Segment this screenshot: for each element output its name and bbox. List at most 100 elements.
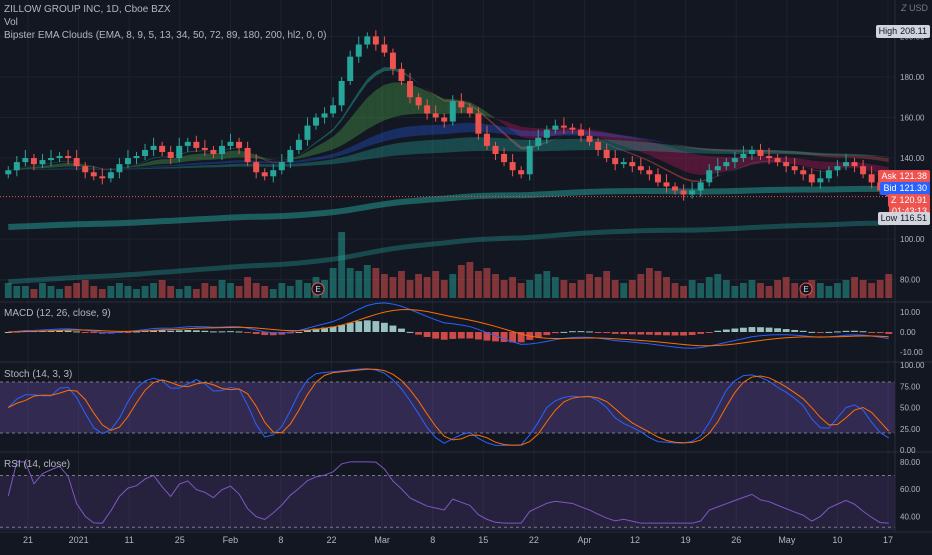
ema-cloud-3-seg-72 xyxy=(615,140,624,150)
candle-body-76 xyxy=(655,174,661,182)
macd-hist-44 xyxy=(381,323,388,332)
time-tick-7: Mar xyxy=(374,535,390,545)
candle-body-10 xyxy=(91,172,97,176)
ema-clouds-legend[interactable]: Bipster EMA Clouds (EMA, 8, 9, 5, 13, 34… xyxy=(4,30,326,41)
candle-body-32 xyxy=(279,162,285,170)
macd-legend[interactable]: MACD (12, 26, close, 9) xyxy=(4,308,111,319)
stoch-tick-3: 25.00 xyxy=(900,425,921,434)
ema-cloud-2-seg-50 xyxy=(427,125,436,135)
volume-legend[interactable]: Vol xyxy=(4,17,18,28)
candle-body-22 xyxy=(193,142,199,148)
candle-body-9 xyxy=(82,166,88,172)
volume-bar-57 xyxy=(492,274,499,298)
ema-cloud-3-seg-82 xyxy=(701,148,710,153)
candle-body-30 xyxy=(262,172,268,176)
earnings-marker-1[interactable]: E xyxy=(312,283,324,295)
candle-body-96 xyxy=(826,170,832,178)
earnings-marker-2[interactable]: E xyxy=(800,283,812,295)
candle-body-82 xyxy=(706,170,712,182)
ema-cloud-3-seg-28 xyxy=(239,164,248,167)
ema-cloud-3-seg-66 xyxy=(564,139,573,151)
volume-bar-49 xyxy=(424,277,431,298)
high-badge-value: 208.11 xyxy=(900,26,927,36)
time-tick-14: 26 xyxy=(731,535,741,545)
macd-hist-95 xyxy=(817,332,824,333)
stoch-tick-2: 50.00 xyxy=(900,404,921,413)
macd-hist-48 xyxy=(415,332,422,335)
macd-hist-70 xyxy=(603,332,610,333)
volume-bar-79 xyxy=(680,286,687,298)
ema-cloud-3-seg-8 xyxy=(68,169,77,170)
candle-body-53 xyxy=(458,101,464,107)
volume-bar-0 xyxy=(5,283,12,298)
volume-bar-53 xyxy=(458,265,465,298)
candle-body-80 xyxy=(689,191,695,195)
macd-hist-94 xyxy=(808,332,815,333)
candle-body-24 xyxy=(210,150,216,154)
volume-bar-74 xyxy=(637,274,644,298)
volume-bar-60 xyxy=(518,283,525,298)
rsi-legend[interactable]: RSI (14, close) xyxy=(4,459,70,470)
volume-bar-91 xyxy=(783,277,790,298)
macd-hist-92 xyxy=(791,330,798,332)
macd-hist-22 xyxy=(193,330,200,332)
ema-cloud-1-seg-22 xyxy=(188,154,197,161)
ema-cloud-3-seg-27 xyxy=(231,164,240,167)
candle-body-6 xyxy=(57,156,63,158)
volume-bar-44 xyxy=(381,274,388,298)
ema-cloud-3-seg-52 xyxy=(444,138,453,152)
time-tick-10: 22 xyxy=(529,535,539,545)
macd-hist-68 xyxy=(586,331,593,332)
rsi-band-fill xyxy=(0,475,895,530)
candle-body-3 xyxy=(31,158,37,164)
volume-bar-92 xyxy=(791,283,798,298)
candle-body-69 xyxy=(595,142,601,150)
price-tick-1: 180.00 xyxy=(900,73,925,82)
volume-bar-24 xyxy=(210,286,217,298)
macd-hist-73 xyxy=(629,332,636,334)
ema-cloud-3-seg-97 xyxy=(829,153,838,155)
macd-hist-75 xyxy=(646,332,653,335)
ema-cloud-3-seg-51 xyxy=(436,139,445,153)
volume-bar-59 xyxy=(509,277,516,298)
macd-hist-102 xyxy=(877,332,884,333)
volume-bar-70 xyxy=(603,271,610,298)
candle-body-46 xyxy=(398,69,404,81)
volume-bar-26 xyxy=(227,283,234,298)
volume-bar-77 xyxy=(663,277,670,298)
volume-bar-72 xyxy=(620,283,627,298)
ema-cloud-3-seg-93 xyxy=(795,151,804,155)
ema-cloud-3-seg-85 xyxy=(726,149,735,154)
candle-body-35 xyxy=(304,126,310,140)
volume-bar-50 xyxy=(432,271,439,298)
time-tick-5: 8 xyxy=(278,535,283,545)
macd-hist-103 xyxy=(885,332,892,334)
volume-bar-101 xyxy=(868,283,875,298)
last-price-badge-key: Z xyxy=(891,195,897,205)
volume-bar-54 xyxy=(466,262,473,298)
currency-label[interactable]: Z USD xyxy=(901,3,928,13)
volume-bar-95 xyxy=(817,283,824,298)
volume-bar-103 xyxy=(885,274,892,298)
candle-body-59 xyxy=(510,162,516,170)
volume-bar-20 xyxy=(176,289,183,298)
macd-hist-54 xyxy=(466,332,473,338)
volume-bar-19 xyxy=(167,286,174,298)
ask-badge-key: Ask xyxy=(881,171,896,181)
volume-bar-78 xyxy=(672,283,679,298)
candle-body-21 xyxy=(185,142,191,146)
macd-hist-67 xyxy=(578,331,585,332)
macd-hist-91 xyxy=(783,329,790,332)
stoch-legend[interactable]: Stoch (14, 3, 3) xyxy=(4,369,72,380)
low-badge-value: 116.51 xyxy=(900,213,927,223)
volume-bar-96 xyxy=(825,286,832,298)
volume-bar-13 xyxy=(116,283,123,298)
symbol-legend[interactable]: ZILLOW GROUP INC, 1D, Cboe BZX xyxy=(4,4,171,15)
ema-cloud-2-seg-65 xyxy=(555,131,564,136)
ema-cloud-3-seg-90 xyxy=(769,150,778,154)
ema-cloud-3-seg-99 xyxy=(846,154,855,156)
time-tick-11: Apr xyxy=(577,535,591,545)
candle-body-49 xyxy=(424,105,430,113)
